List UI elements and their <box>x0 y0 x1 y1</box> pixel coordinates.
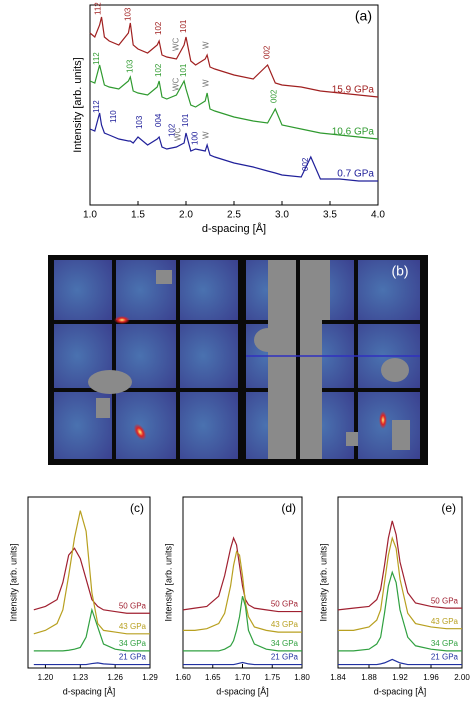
series-line <box>183 596 302 652</box>
series-line <box>338 570 462 652</box>
series-label: 34 GPa <box>119 639 147 648</box>
peak-label: 112 <box>92 52 101 65</box>
series-line <box>338 535 462 631</box>
series-label: 0.7 GPa <box>337 169 374 180</box>
series-line <box>338 658 462 666</box>
x-tick-label: 1.23 <box>72 673 88 682</box>
detector-image: (b) <box>48 255 428 465</box>
panel-label: (e) <box>441 501 456 515</box>
series-label: 43 GPa <box>271 620 299 629</box>
series-label: 43 GPa <box>431 617 459 626</box>
x-tick-label: 1.80 <box>294 673 310 682</box>
x-tick-label: 1.5 <box>131 210 145 221</box>
peak-label: 004 <box>154 113 163 127</box>
series-label: 15.9 GPa <box>332 85 375 96</box>
peak-label: 002 <box>269 89 278 103</box>
series-label: 34 GPa <box>271 639 299 648</box>
y-axis-label: Intensity [arb. units] <box>8 543 18 621</box>
x-axis-label: d-spacing [Å] <box>216 686 269 696</box>
x-tick-label: 1.84 <box>330 673 346 682</box>
series-line <box>183 550 302 633</box>
peak-label: 002 <box>263 45 272 59</box>
y-axis-label: Intensity [arb. units] <box>163 543 173 621</box>
panel-label: (b) <box>391 263 408 279</box>
series-line <box>89 112 378 182</box>
series-line <box>33 662 150 666</box>
peak-label: 112 <box>94 2 103 15</box>
x-tick-label: 2.00 <box>454 673 470 682</box>
series-label: 21 GPa <box>119 653 147 662</box>
x-tick-label: 1.88 <box>361 673 377 682</box>
series-label: 50 GPa <box>431 596 459 605</box>
peak-label: 100 <box>191 131 200 145</box>
panel-label: (c) <box>130 501 144 515</box>
series-line <box>89 16 379 98</box>
x-tick-label: 1.26 <box>107 673 123 682</box>
peak-label: 101 <box>179 19 188 33</box>
series-line <box>337 520 462 611</box>
series-label: 34 GPa <box>431 639 459 648</box>
plot-frame <box>89 4 379 206</box>
peak-label: W <box>201 131 210 139</box>
peak-label: 112 <box>92 100 101 113</box>
y-axis-label: Intensity [arb. units] <box>72 57 84 152</box>
series-label: 10.6 GPa <box>332 127 375 138</box>
x-axis-label: d-spacing [Å] <box>63 686 116 696</box>
series-line <box>89 64 379 140</box>
series-label: 50 GPa <box>271 600 299 609</box>
peak-label: 103 <box>135 115 144 129</box>
x-tick-label: 1.75 <box>264 673 280 682</box>
series-line <box>33 607 150 652</box>
peak-label: 102 <box>154 63 163 77</box>
x-tick-label: 1.29 <box>142 673 158 682</box>
x-tick-label: 2.0 <box>179 210 193 221</box>
peak-label: 101 <box>179 63 188 77</box>
x-tick-label: 3.0 <box>275 210 289 221</box>
series-label: 21 GPa <box>271 653 299 662</box>
x-axis-label: d-spacing [Å] <box>374 686 427 696</box>
series-line <box>33 510 150 635</box>
peak-label: WC <box>172 77 181 91</box>
series-line <box>183 661 302 666</box>
peak-label: 102 <box>168 123 177 137</box>
series-label: 50 GPa <box>119 601 147 610</box>
panel-label: (d) <box>281 501 296 515</box>
x-tick-label: 2.5 <box>227 210 241 221</box>
x-axis-label: d-spacing [Å] <box>202 222 266 235</box>
panel-label: (a) <box>355 8 372 24</box>
x-tick-label: 1.65 <box>205 673 221 682</box>
series-label: 21 GPa <box>431 653 459 662</box>
peak-label: WC <box>172 37 181 51</box>
series-line <box>33 547 150 614</box>
peak-label: 002 <box>301 157 310 171</box>
peak-label: 101 <box>181 113 190 127</box>
peak-label: 110 <box>109 110 118 123</box>
x-tick-label: 1.96 <box>423 673 439 682</box>
plot-frame <box>27 496 151 669</box>
x-tick-label: 4.0 <box>371 210 385 221</box>
x-tick-label: 1.0 <box>83 210 97 221</box>
x-tick-label: 1.20 <box>38 673 54 682</box>
x-tick-label: 1.92 <box>392 673 408 682</box>
series-line <box>182 536 302 613</box>
peak-label: 102 <box>154 21 163 35</box>
series-label: 43 GPa <box>119 622 147 631</box>
x-tick-label: 1.70 <box>235 673 251 682</box>
peak-label: W <box>201 41 210 49</box>
peak-label: 103 <box>125 59 134 73</box>
peak-label: 103 <box>124 7 133 21</box>
peak-label: WC <box>173 127 182 141</box>
peak-label: W <box>201 79 210 87</box>
x-tick-label: 3.5 <box>323 210 337 221</box>
x-tick-label: 1.60 <box>175 673 191 682</box>
y-axis-label: Intensity [arb. units] <box>318 543 328 621</box>
